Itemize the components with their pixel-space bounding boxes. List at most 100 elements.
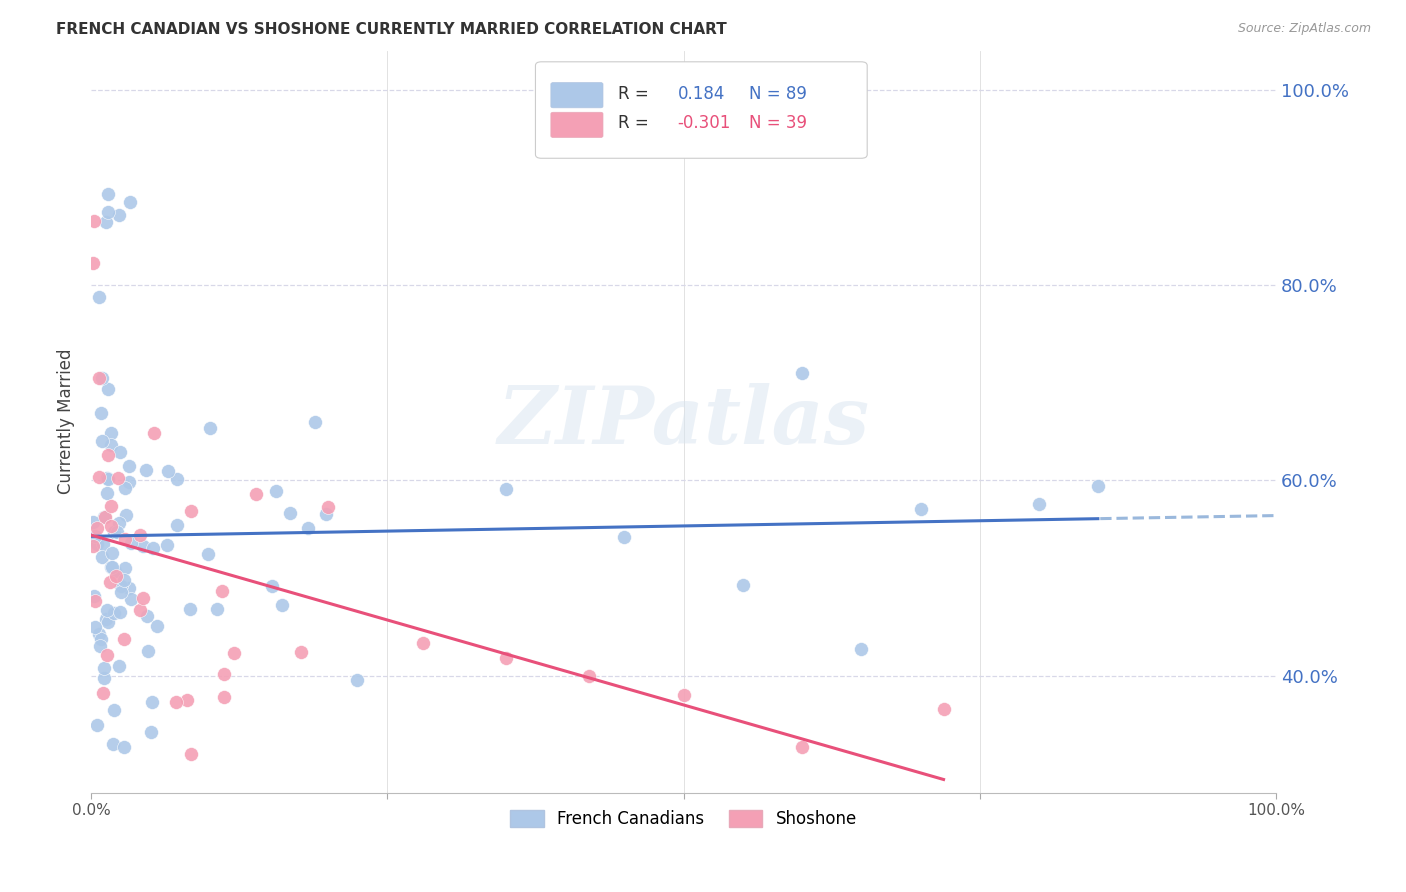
- Point: [412, 635, 434, 649]
- Point: [146, 619, 169, 633]
- Point: [132, 539, 155, 553]
- Point: [94, 509, 117, 524]
- Point: [103, 607, 125, 621]
- Point: [90, 371, 112, 385]
- Point: [790, 366, 813, 380]
- Point: [82, 540, 104, 554]
- Point: [97, 204, 120, 219]
- Point: [87, 371, 110, 385]
- Point: [83, 529, 105, 543]
- Point: [112, 573, 135, 587]
- Point: [101, 737, 124, 751]
- Point: [96, 648, 118, 662]
- Point: [495, 482, 517, 496]
- Point: [90, 407, 112, 421]
- Point: [101, 560, 124, 574]
- Point: [197, 547, 219, 561]
- Point: [613, 530, 636, 544]
- Point: [100, 426, 122, 441]
- Point: [91, 537, 114, 551]
- Point: [731, 578, 754, 592]
- Point: [97, 382, 120, 396]
- Point: [136, 609, 159, 624]
- Point: [108, 208, 131, 222]
- Point: [304, 415, 326, 429]
- Point: [672, 688, 695, 702]
- Point: [103, 703, 125, 717]
- Point: [1028, 497, 1050, 511]
- Point: [110, 579, 132, 593]
- FancyBboxPatch shape: [551, 112, 603, 137]
- Point: [165, 695, 187, 709]
- Point: [139, 724, 162, 739]
- Point: [166, 517, 188, 532]
- Point: [260, 578, 283, 592]
- Point: [103, 525, 125, 540]
- Point: [578, 669, 600, 683]
- Point: [176, 693, 198, 707]
- Point: [495, 651, 517, 665]
- Point: [790, 739, 813, 754]
- Point: [110, 585, 132, 599]
- Text: -0.301: -0.301: [678, 114, 731, 132]
- Point: [180, 504, 202, 518]
- Point: [934, 702, 956, 716]
- Point: [84, 620, 107, 634]
- Point: [141, 696, 163, 710]
- Point: [224, 646, 246, 660]
- Point: [112, 632, 135, 646]
- Point: [97, 472, 120, 486]
- Legend: French Canadians, Shoshone: French Canadians, Shoshone: [502, 801, 865, 837]
- Text: FRENCH CANADIAN VS SHOSHONE CURRENTLY MARRIED CORRELATION CHART: FRENCH CANADIAN VS SHOSHONE CURRENTLY MA…: [56, 22, 727, 37]
- Point: [179, 602, 201, 616]
- Point: [135, 463, 157, 477]
- Point: [245, 486, 267, 500]
- Point: [212, 690, 235, 705]
- Point: [142, 541, 165, 556]
- Point: [98, 574, 121, 589]
- Point: [118, 581, 141, 595]
- FancyBboxPatch shape: [536, 62, 868, 158]
- Point: [108, 659, 131, 673]
- Point: [100, 438, 122, 452]
- Point: [93, 510, 115, 524]
- Point: [142, 425, 165, 440]
- Point: [166, 472, 188, 486]
- Point: [118, 195, 141, 210]
- Point: [128, 603, 150, 617]
- Point: [94, 611, 117, 625]
- Point: [90, 632, 112, 647]
- Point: [115, 508, 138, 522]
- Point: [83, 214, 105, 228]
- Point: [86, 521, 108, 535]
- Point: [114, 533, 136, 547]
- Point: [82, 516, 104, 530]
- Point: [105, 524, 128, 539]
- Point: [180, 747, 202, 762]
- Point: [100, 519, 122, 533]
- Point: [120, 591, 142, 606]
- Point: [264, 483, 287, 498]
- Point: [100, 500, 122, 514]
- Text: Source: ZipAtlas.com: Source: ZipAtlas.com: [1237, 22, 1371, 36]
- Point: [118, 475, 141, 489]
- Point: [91, 686, 114, 700]
- Point: [316, 500, 339, 514]
- Point: [297, 521, 319, 535]
- Point: [97, 187, 120, 202]
- Point: [89, 639, 111, 653]
- Point: [118, 459, 141, 474]
- Point: [83, 590, 105, 604]
- Point: [114, 481, 136, 495]
- Y-axis label: Currently Married: Currently Married: [58, 349, 75, 494]
- Point: [138, 644, 160, 658]
- Point: [96, 603, 118, 617]
- Point: [107, 470, 129, 484]
- Point: [157, 464, 180, 478]
- Point: [86, 718, 108, 732]
- Point: [96, 485, 118, 500]
- Text: R =: R =: [619, 85, 654, 103]
- Point: [120, 535, 142, 549]
- Point: [108, 444, 131, 458]
- Point: [100, 560, 122, 574]
